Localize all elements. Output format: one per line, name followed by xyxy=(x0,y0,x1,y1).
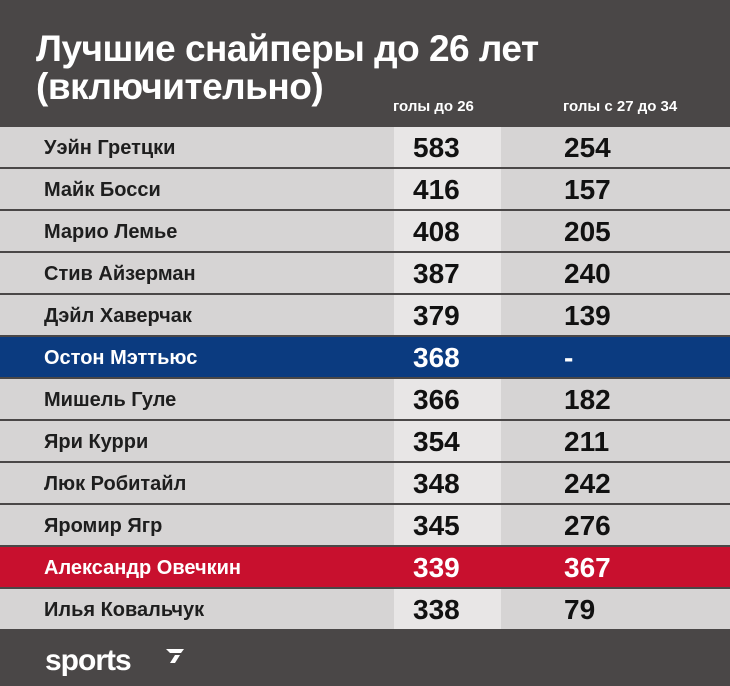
title-line-2: (включительно) xyxy=(36,66,324,107)
player-name: Яромир Ягр xyxy=(44,515,163,537)
table-row: Яри Курри 354 211 xyxy=(0,421,730,461)
player-name: Марио Лемье xyxy=(44,221,178,243)
goals-27-34: - xyxy=(564,342,574,373)
player-name: Дэйл Хаверчак xyxy=(44,305,192,327)
goals-to-26: 339 xyxy=(413,552,460,583)
player-name: Уэйн Гретцки xyxy=(44,137,176,159)
goals-to-26: 408 xyxy=(413,216,460,247)
goals-27-34: 182 xyxy=(564,384,611,415)
goals-27-34: 79 xyxy=(564,594,596,625)
player-name: Александр Овечкин xyxy=(44,557,242,579)
goals-to-26: 416 xyxy=(413,174,460,205)
goals-to-26: 583 xyxy=(413,132,460,163)
goals-to-26: 387 xyxy=(413,258,460,289)
table-row: Марио Лемье 408 205 xyxy=(0,211,730,251)
page-title: Лучшие снайперы до 26 лет (включительно) xyxy=(36,30,539,106)
table-row: Майк Босси 416 157 xyxy=(0,169,730,209)
goals-27-34: 211 xyxy=(564,426,610,457)
goals-27-34: 276 xyxy=(564,510,611,541)
goals-to-26: 354 xyxy=(413,426,460,457)
goals-27-34: 205 xyxy=(564,216,611,247)
table-row-highlighted-ovechkin: Александр Овечкин 339 367 xyxy=(0,547,730,587)
goals-27-34: 254 xyxy=(564,132,611,163)
player-name: Илья Ковальчук xyxy=(44,599,205,621)
goals-to-26: 338 xyxy=(413,594,460,625)
goals-to-26: 379 xyxy=(413,300,460,331)
sports-logo-mark-icon xyxy=(166,649,184,663)
player-name: Мишель Гуле xyxy=(44,389,177,411)
goals-27-34: 240 xyxy=(564,258,611,289)
goals-27-34: 242 xyxy=(564,468,611,499)
table-row: Мишель Гуле 366 182 xyxy=(0,379,730,419)
player-name: Стив Айзерман xyxy=(44,263,196,285)
table-row: Дэйл Хаверчак 379 139 xyxy=(0,295,730,335)
sports-logo: sports xyxy=(45,644,132,677)
table-row: Люк Робитайл 348 242 xyxy=(0,463,730,503)
table-row-highlighted-matthews: Остон Мэттьюс 368 - xyxy=(0,337,730,377)
goals-27-34: 139 xyxy=(564,300,611,331)
goals-27-34: 157 xyxy=(564,174,611,205)
scorers-table: Уэйн Гретцки 583 254 Майк Босси 416 157 … xyxy=(0,127,730,631)
column-header-goals-27-34: голы с 27 до 34 xyxy=(563,98,678,115)
table-row: Стив Айзерман 387 240 xyxy=(0,253,730,293)
table-row: Яромир Ягр 345 276 xyxy=(0,505,730,545)
goals-to-26: 345 xyxy=(413,510,460,541)
column-header-goals-to-26: голы до 26 xyxy=(393,98,474,115)
goals-27-34: 367 xyxy=(564,552,611,583)
player-name: Майк Босси xyxy=(44,179,161,201)
player-name: Люк Робитайл xyxy=(44,473,187,495)
goals-to-26: 368 xyxy=(413,342,460,373)
player-name: Яри Курри xyxy=(44,431,149,453)
title-line-1: Лучшие снайперы до 26 лет xyxy=(36,28,539,69)
goals-to-26: 348 xyxy=(413,468,460,499)
goals-to-26: 366 xyxy=(413,384,460,415)
player-name: Остон Мэттьюс xyxy=(44,347,198,369)
table-row: Илья Ковальчук 338 79 xyxy=(0,589,730,629)
table-row: Уэйн Гретцки 583 254 xyxy=(0,127,730,167)
